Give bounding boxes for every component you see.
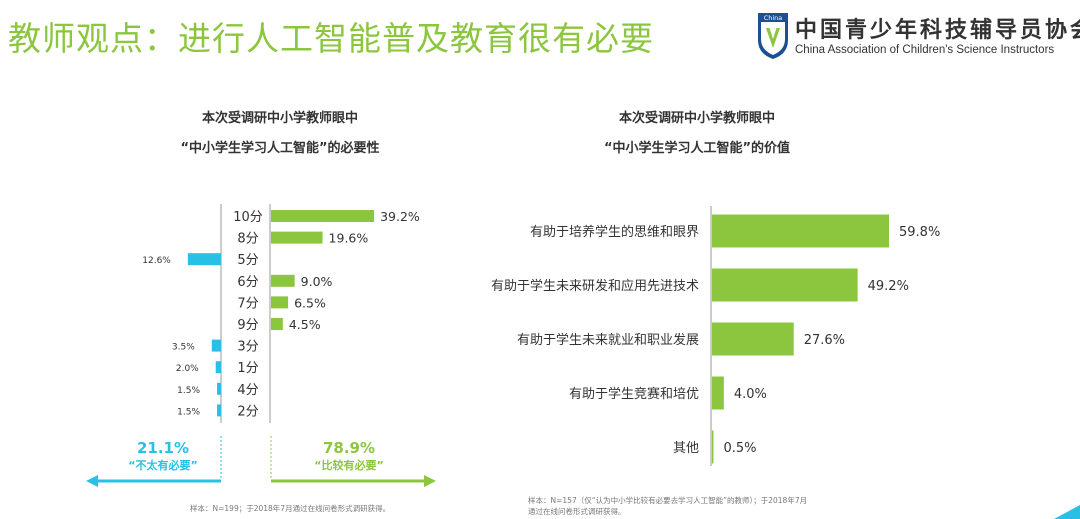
chart1-arrowhead-positive — [424, 475, 436, 487]
chart2-value-label: 59.8% — [899, 225, 940, 240]
chart2-footnote-line2: 通过在线问卷形式调研获得。 — [528, 507, 626, 516]
logo-name-en: China Association of Children's Science … — [795, 44, 1055, 56]
chart2-bar — [712, 322, 794, 356]
chart2-category-label: 有助于学生未来研发和应用先进技术 — [491, 278, 699, 294]
chart1-bar — [217, 382, 221, 395]
chart1-bar — [271, 210, 375, 222]
chart2-bar — [712, 430, 714, 464]
chart1-title-line1: 本次受调研中小学教师眼中 — [201, 111, 358, 126]
chart1-value-label: 2.0% — [176, 364, 199, 374]
chart1-bar — [271, 231, 323, 244]
chart2-bar — [712, 376, 724, 410]
chart1-bar — [215, 361, 221, 374]
chart1-category-label: 7分 — [237, 296, 258, 311]
chart1-bar — [217, 404, 221, 417]
chart1-value-label: 1.5% — [177, 407, 200, 417]
logo-name-cn: 中国青少年科技辅导员协会 — [795, 17, 1080, 43]
chart1-arrowhead-negative — [86, 475, 98, 487]
chart1-value-label: 19.6% — [329, 231, 369, 246]
chart1-title: 本次受调研中小学教师眼中 “中小学生学习人工智能”的必要性 — [80, 104, 480, 164]
chart2-title: 本次受调研中小学教师眼中 “中小学生学习人工智能”的价值 — [497, 104, 897, 164]
chart2-category-label: 有助于培养学生的思维和眼界 — [530, 224, 699, 240]
chart1-category-label: 10分 — [233, 210, 263, 225]
chart2-category-label: 其他 — [673, 441, 699, 456]
chart1-summary-negative-value: 21.1% — [137, 439, 189, 457]
corner-decoration — [1054, 505, 1080, 519]
chart1-title-line2: “中小学生学习人工智能”的必要性 — [180, 141, 380, 156]
chart2-value-label: 27.6% — [804, 333, 845, 348]
chart1-value-label: 1.5% — [177, 386, 200, 396]
chart2-value-label: 4.0% — [734, 387, 767, 402]
chart1-bar — [211, 339, 221, 352]
chart1-bar — [271, 274, 295, 287]
chart1-category-label: 5分 — [237, 253, 258, 268]
chart1-value-label: 3.5% — [172, 343, 195, 353]
chart1-value-label: 4.5% — [289, 317, 321, 332]
value-chart: 有助于培养学生的思维和眼界 59.8% 有助于学生未来研发和应用先进技术 49.2% 有… — [491, 206, 940, 466]
chart1-category-label: 1分 — [237, 361, 258, 376]
chart2-title-line1: 本次受调研中小学教师眼中 — [618, 111, 775, 126]
chart1-value-label: 12.6% — [142, 256, 171, 266]
chart1-category-label: 9分 — [237, 318, 258, 333]
logo-badge-text: China — [764, 14, 783, 22]
chart1-category-label: 4分 — [237, 383, 258, 398]
chart1-category-label: 3分 — [237, 340, 258, 355]
chart2-bar — [712, 214, 890, 248]
chart2-footnote: 样本：N=157（仅“认为中小学比较有必要去学习人工智能”的教师）；于2018年… — [528, 495, 807, 517]
chart1-category-label: 2分 — [237, 404, 258, 419]
organization-logo: China 中国青少年科技辅导员协会 China Association of … — [757, 10, 1080, 64]
chart2-bar — [712, 268, 858, 302]
chart1-footnote: 样本：N=199；于2018年7月通过在线问卷形式调研获得。 — [190, 504, 391, 513]
chart1-value-label: 39.2% — [380, 209, 420, 224]
chart2-value-label: 49.2% — [868, 279, 909, 294]
chart1-value-label: 9.0% — [301, 274, 333, 289]
chart1-bar — [187, 253, 221, 266]
chart2-category-label: 有助于学生未来就业和职业发展 — [517, 332, 699, 348]
chart1-category-label: 6分 — [237, 275, 258, 290]
chart2-value-label: 0.5% — [723, 441, 756, 456]
chart2-footnote-line1: 样本：N=157（仅“认为中小学比较有必要去学习人工智能”的教师）；于2018年… — [528, 496, 808, 505]
necessity-chart: 10分 39.2% 8分 19.6% 5分 12.6% 6分 9.0% 7分 6.5% 9分 4.5%… — [86, 204, 436, 487]
chart2-title-line2: “中小学生学习人工智能”的价值 — [603, 141, 791, 156]
chart1-summary-negative-label: “不太有必要” — [128, 458, 197, 472]
chart1-value-label: 6.5% — [294, 295, 326, 310]
chart1-category-label: 8分 — [237, 232, 258, 247]
chart2-category-label: 有助于学生竞赛和培优 — [569, 386, 699, 402]
chart1-bar — [271, 318, 283, 330]
chart1-summary-positive-label: “比较有必要” — [314, 458, 383, 472]
page-title: 教师观点：进行人工智能普及教育很有必要 — [8, 19, 654, 58]
shield-logo-icon: China — [758, 13, 788, 59]
chart1-summary-positive-value: 78.9% — [323, 439, 375, 457]
chart1-bar — [271, 296, 289, 309]
